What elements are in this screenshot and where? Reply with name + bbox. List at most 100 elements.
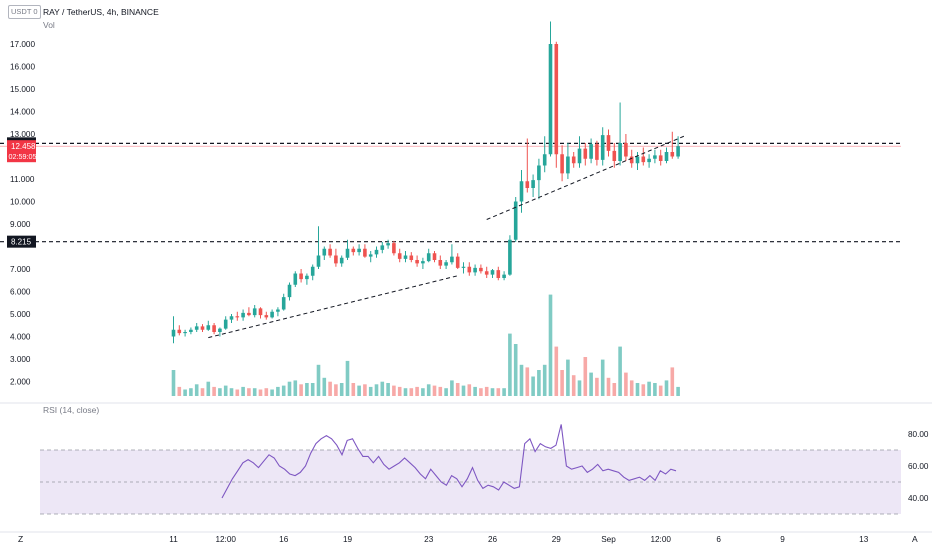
volume-bar [270, 389, 274, 396]
time-tick-label: 12:00 [650, 535, 671, 544]
volume-bar [281, 385, 286, 396]
volume-bar [218, 388, 222, 396]
price-level-label-box [7, 235, 36, 248]
volume-bar [299, 384, 303, 396]
rsi-tick-label: 40.00 [908, 494, 929, 503]
candle-body [560, 154, 564, 174]
rsi-band-layer [40, 449, 901, 515]
candle-body [293, 273, 298, 285]
volume-bar [566, 359, 570, 396]
candle-body [490, 270, 495, 275]
candle-body [339, 257, 344, 264]
time-tick-label: 23 [424, 535, 434, 544]
volume-bar [264, 388, 269, 396]
price-tick-label: 13.000 [10, 130, 35, 139]
volume-bar [305, 383, 309, 396]
volume-bar [618, 346, 622, 396]
volume-bar [322, 377, 327, 396]
volume-bar [310, 383, 315, 396]
candle-body [624, 143, 628, 157]
volume-bar [473, 386, 477, 396]
candle-body [455, 256, 460, 268]
candle-body [392, 243, 396, 254]
candle-body [438, 260, 443, 266]
candle-body [502, 274, 506, 278]
time-tick-label: 29 [552, 535, 562, 544]
volume-bar [409, 388, 414, 396]
price-tick-label: 6.000 [10, 288, 31, 297]
candle-body [218, 328, 222, 332]
volume-bar [339, 383, 344, 396]
volume-label: Vol [43, 20, 55, 30]
candle-body [618, 143, 622, 161]
volume-bar [496, 388, 501, 396]
volume-bar [229, 388, 234, 396]
volume-bar [177, 386, 182, 396]
volume-bar [676, 386, 680, 396]
volume-bar [235, 389, 240, 396]
candle-body [223, 319, 228, 329]
candle-body [479, 267, 483, 272]
candle-body [571, 156, 576, 164]
candle-body [513, 201, 518, 240]
volume-bar [548, 294, 553, 396]
candle-body [461, 266, 466, 268]
candle-body [299, 273, 303, 280]
price-tick-label: 7.000 [10, 265, 31, 274]
candle-body [531, 180, 535, 188]
candle-body [525, 181, 530, 188]
volume-bar [647, 381, 651, 396]
candle-body [589, 144, 593, 159]
candle-body [212, 325, 216, 332]
candle-body [595, 144, 599, 160]
candle-body [658, 155, 663, 161]
candles-layer [171, 21, 680, 344]
candle-body [351, 248, 356, 253]
volume-bar [479, 388, 483, 396]
trendline[interactable] [486, 135, 685, 220]
candle-body [183, 332, 187, 334]
trendlines-layer[interactable] [208, 135, 685, 339]
countdown-label: 02:59:05 [9, 152, 37, 161]
candle-body [264, 315, 269, 318]
candle-body [566, 156, 570, 174]
volume-bar [183, 389, 187, 396]
volume-bar [293, 380, 298, 396]
candle-body [177, 329, 182, 334]
volume-bar [612, 383, 617, 396]
candle-body [409, 255, 414, 260]
candle-body [670, 152, 675, 157]
volume-bar [415, 386, 419, 396]
volume-bar [276, 386, 280, 396]
volume-bar [484, 386, 489, 396]
candle-body [577, 148, 582, 164]
volume-bar [357, 385, 361, 396]
rsi-indicator-label[interactable]: RSI (14, close) [43, 405, 100, 415]
auto-scale-icon[interactable]: A [912, 534, 918, 544]
candle-body [281, 297, 286, 310]
price-tick-label: 17.000 [10, 40, 35, 49]
candle-body [247, 312, 251, 316]
horizontal-levels-layer[interactable] [0, 142, 901, 243]
candle-body [444, 262, 448, 266]
trendline[interactable] [208, 275, 458, 339]
axes-layer: 2.000 3.000 4.000 5.000 6.000 7.000 9.000 10.00… [0, 40, 932, 544]
price-tick-label: 5.000 [10, 310, 31, 319]
currency-unit-badge[interactable]: USDT 0 [8, 5, 41, 19]
time-tick-label: 6 [716, 535, 721, 544]
candle-body [189, 329, 193, 332]
candle-body [484, 271, 489, 275]
candle-body [426, 253, 431, 262]
candle-body [374, 249, 379, 255]
candle-body [206, 325, 211, 330]
rsi-tick-label: 60.00 [908, 462, 929, 471]
candle-body [241, 312, 245, 318]
candle-body [635, 156, 640, 164]
zoom-mode-icon[interactable]: Z [18, 534, 23, 544]
volume-bar [432, 385, 437, 396]
candle-body [519, 181, 524, 202]
candle-body [473, 267, 477, 273]
volume-bar [287, 381, 292, 396]
volume-bar [519, 364, 524, 396]
